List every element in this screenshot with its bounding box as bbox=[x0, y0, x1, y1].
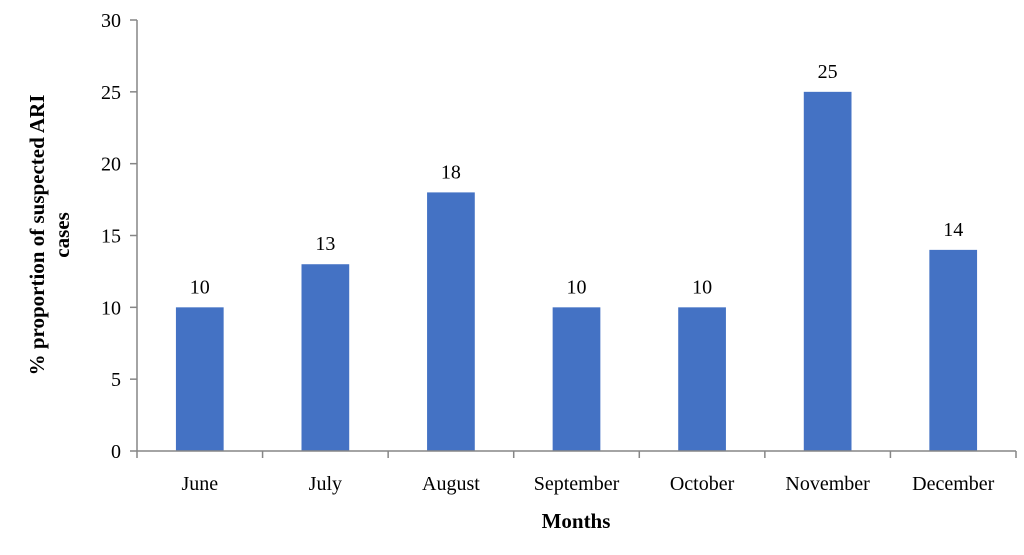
y-tick-label: 20 bbox=[101, 154, 121, 176]
y-tick-label: 15 bbox=[101, 226, 121, 248]
data-label-december: 14 bbox=[943, 219, 963, 241]
data-label-september: 10 bbox=[567, 276, 587, 298]
bar-october bbox=[678, 307, 726, 451]
bar-june bbox=[175, 307, 224, 451]
data-labels: 10 13 18 10 10 25 14 bbox=[190, 61, 963, 299]
x-tick-label-november: November bbox=[785, 473, 870, 495]
bar-september bbox=[552, 307, 601, 451]
data-label-june: 10 bbox=[190, 276, 210, 298]
y-axis-title-line-1: % proportion of suspected ARI bbox=[25, 95, 49, 376]
y-tick-label: 0 bbox=[111, 441, 121, 463]
y-tick-label: 10 bbox=[101, 297, 121, 319]
x-tick-label-september: September bbox=[534, 473, 620, 495]
axes bbox=[130, 19, 1017, 458]
data-label-october: 10 bbox=[692, 276, 712, 298]
bars bbox=[175, 91, 978, 451]
x-tick-label-december: December bbox=[912, 473, 995, 495]
x-axis-ticks: June July August September October November De… bbox=[181, 473, 994, 495]
x-axis-title: Months bbox=[542, 509, 611, 533]
data-label-november: 25 bbox=[818, 61, 838, 83]
y-tick-label: 5 bbox=[111, 369, 121, 391]
x-tick-label-august: August bbox=[422, 473, 480, 495]
x-tick-label-july: July bbox=[309, 473, 342, 495]
bar-december bbox=[929, 249, 978, 451]
y-axis-ticks: 0 5 10 15 20 25 30 bbox=[101, 10, 121, 463]
y-tick-label: 25 bbox=[101, 82, 121, 104]
bar-november bbox=[803, 91, 852, 451]
y-axis-title-line-2: cases bbox=[50, 212, 74, 258]
x-tick-label-october: October bbox=[670, 473, 735, 495]
data-label-july: 13 bbox=[315, 233, 335, 255]
bar-july bbox=[301, 264, 350, 451]
x-tick-label-june: June bbox=[181, 473, 218, 495]
y-axis-title: % proportion of suspected ARI cases bbox=[25, 95, 74, 376]
data-label-august: 18 bbox=[441, 161, 461, 183]
bar-august bbox=[427, 192, 475, 451]
y-tick-label: 30 bbox=[101, 10, 121, 32]
